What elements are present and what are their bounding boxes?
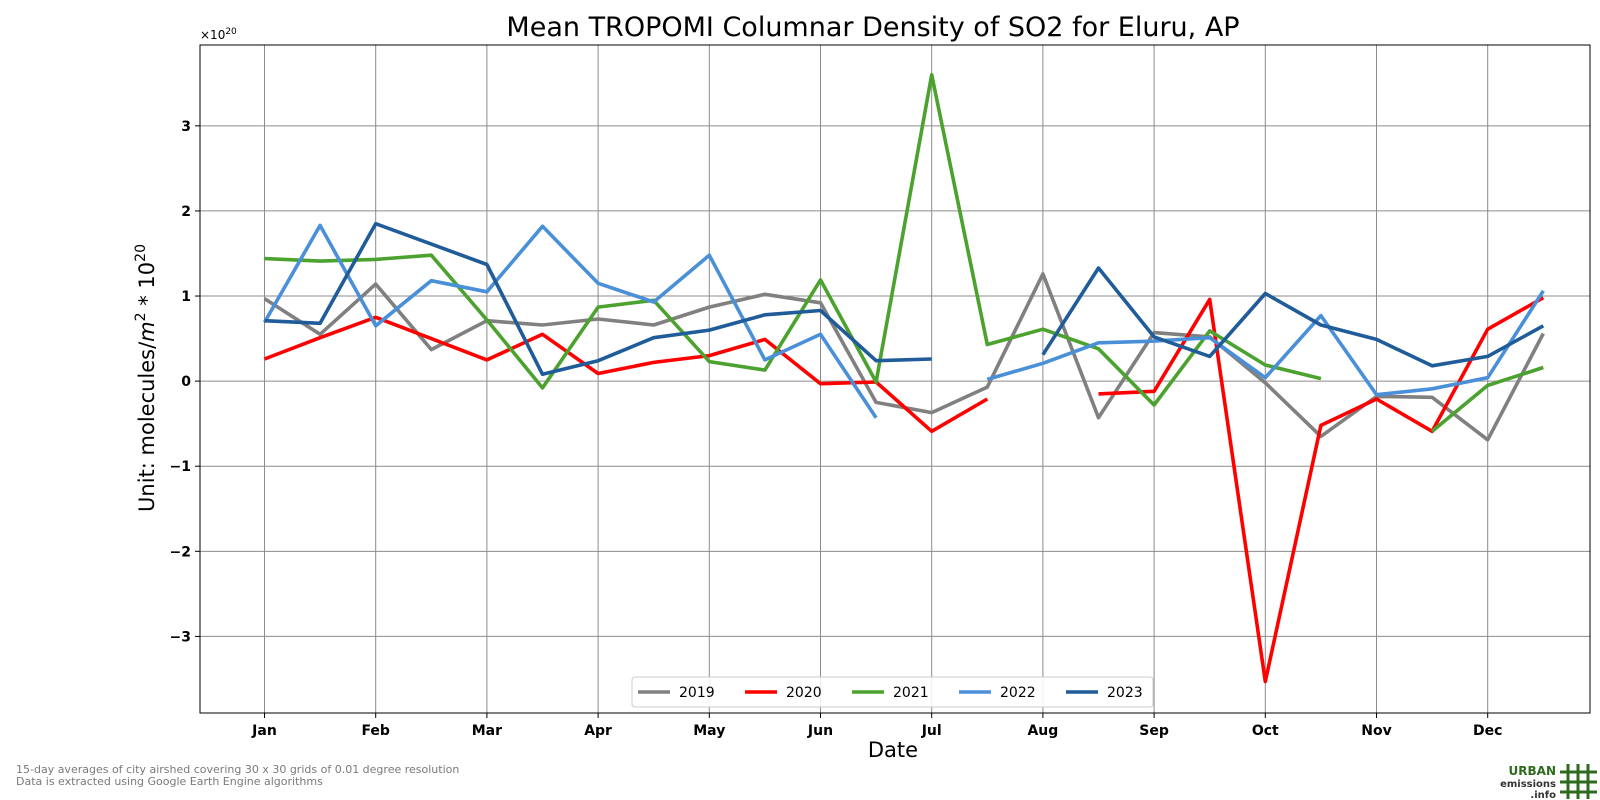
series-line-2023 — [264, 221, 1545, 377]
series-line-2020 — [263, 296, 1545, 684]
x-tick-label: May — [693, 723, 725, 739]
x-tick-label: Jul — [921, 723, 942, 739]
x-tick-label: Apr — [584, 723, 612, 739]
legend-label-2023: 2023 — [1107, 685, 1143, 701]
x-tick-label: Nov — [1361, 723, 1391, 739]
axis-offset-label: ×1020 — [200, 27, 237, 42]
y-tick-label: 0 — [181, 374, 191, 390]
grid-lines — [200, 45, 1590, 713]
y-tick-label: 3 — [181, 119, 191, 135]
logo-grid-icon — [1560, 764, 1597, 799]
y-axis-label: Unit: molecules/m2 * 1020 — [133, 244, 159, 512]
x-tick-label: Jun — [807, 723, 833, 739]
y-tick-label: 1 — [181, 289, 191, 305]
y-tick-label: −3 — [170, 629, 191, 645]
footnote-line-1: 15-day averages of city airshed covering… — [16, 763, 459, 776]
legend-label-2021: 2021 — [893, 685, 929, 701]
logo-text-emissions: emissions — [1500, 779, 1556, 790]
logo-text-urban: URBAN — [1509, 764, 1556, 778]
x-axis-label: Date — [868, 738, 918, 762]
urban-emissions-logo: URBAN emissions .info — [1500, 764, 1597, 800]
y-tick-label: −2 — [170, 544, 191, 560]
chart-title: Mean TROPOMI Columnar Density of SO2 for… — [506, 12, 1239, 43]
x-tick-label: Mar — [472, 723, 502, 739]
x-tick-label: Aug — [1027, 723, 1058, 739]
y-tick-label: −1 — [170, 459, 191, 475]
legend-label-2019: 2019 — [679, 685, 715, 701]
logo-text-info: .info — [1530, 790, 1556, 800]
y-axis-ticks: −3 −2 −1 0 1 2 3 — [170, 119, 200, 645]
x-tick-label: Dec — [1473, 723, 1502, 739]
footnote-line-2: Data is extracted using Google Earth Eng… — [16, 775, 323, 788]
series-line-2022 — [262, 223, 1545, 419]
data-series — [262, 73, 1545, 684]
x-tick-label: Oct — [1252, 723, 1279, 739]
x-tick-label: Sep — [1139, 723, 1169, 739]
plot-frame — [199, 44, 1591, 714]
legend-box — [631, 676, 1154, 708]
series-line-2021 — [264, 73, 1544, 433]
x-tick-label: Jan — [251, 723, 277, 739]
x-axis-ticks: Jan Feb Mar Apr May Jun Jul Aug Sep Oct Nov Dec — [251, 713, 1502, 739]
x-tick-label: Feb — [361, 723, 390, 739]
legend-label-2022: 2022 — [1000, 685, 1036, 701]
y-tick-label: 2 — [181, 204, 191, 220]
legend-label-2020: 2020 — [786, 685, 822, 701]
chart-legend: 2019 2020 2021 2022 2023 — [631, 676, 1154, 708]
